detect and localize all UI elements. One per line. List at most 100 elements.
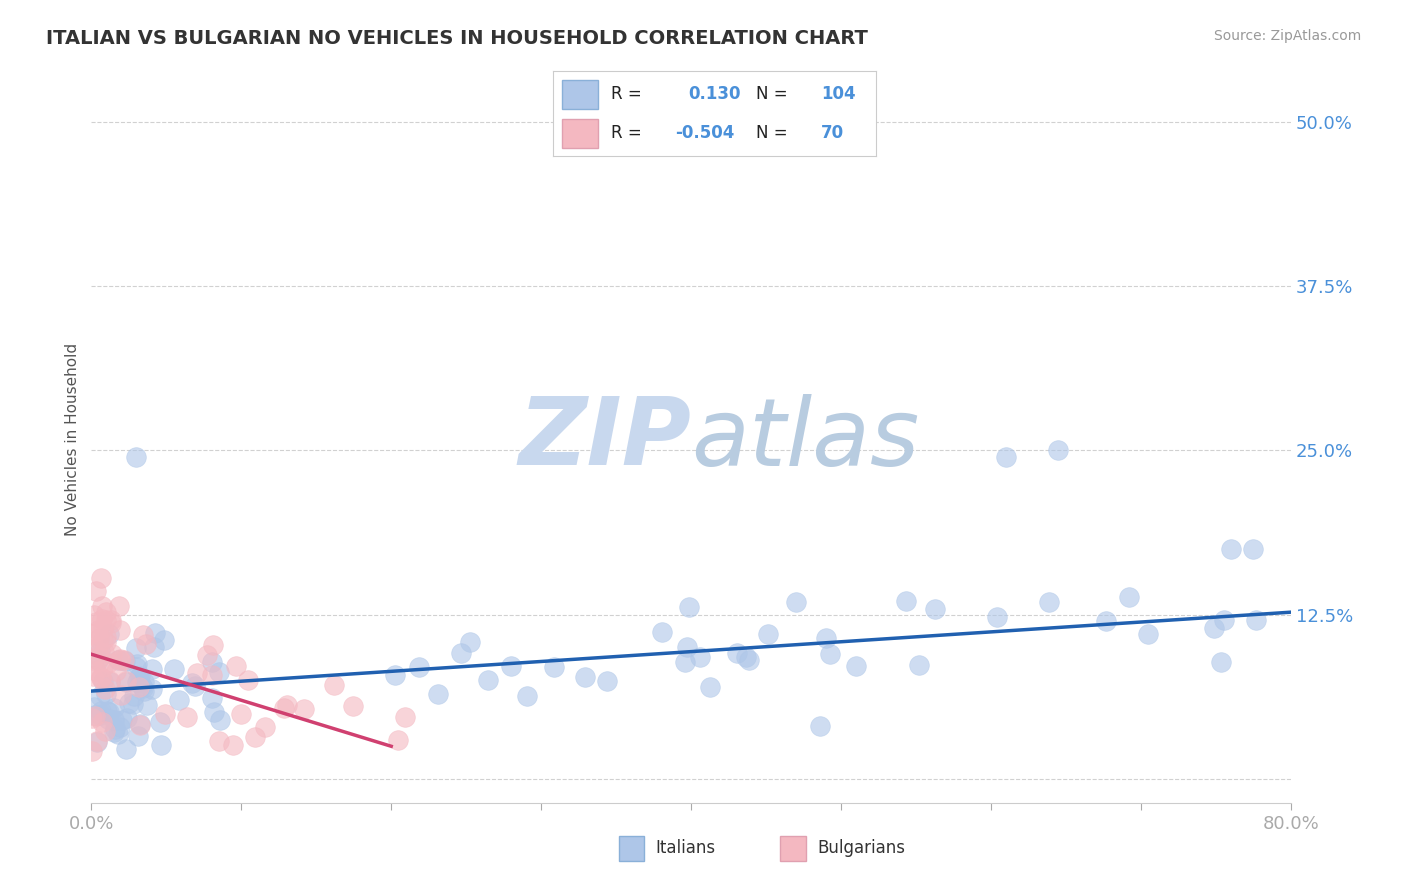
- FancyBboxPatch shape: [562, 80, 598, 109]
- Text: atlas: atlas: [690, 393, 920, 485]
- Point: [186, 665, 208, 680]
- Point: [1047, 443, 1070, 458]
- Point: [201, 638, 224, 652]
- Point: [152, 633, 174, 648]
- Point: [384, 668, 406, 682]
- Point: [82, 653, 104, 667]
- Point: [80, 744, 103, 758]
- Point: [103, 701, 125, 715]
- Point: [83, 699, 105, 714]
- Point: [128, 717, 150, 731]
- Point: [89, 650, 111, 665]
- Point: [1118, 590, 1140, 604]
- Point: [107, 727, 129, 741]
- Point: [89, 644, 111, 658]
- Point: [143, 625, 166, 640]
- Point: [128, 670, 150, 684]
- Point: [127, 674, 149, 689]
- Point: [394, 710, 416, 724]
- Point: [100, 615, 122, 630]
- Point: [201, 691, 224, 706]
- Point: [91, 599, 114, 614]
- Point: [94, 686, 117, 700]
- Point: [738, 653, 761, 667]
- Point: [84, 615, 107, 629]
- Point: [115, 711, 138, 725]
- Point: [114, 654, 136, 668]
- Point: [86, 734, 108, 748]
- Point: [818, 648, 841, 662]
- Text: R =: R =: [610, 124, 641, 142]
- Point: [1211, 655, 1233, 669]
- Point: [1244, 613, 1267, 627]
- Point: [94, 613, 117, 627]
- Point: [181, 676, 204, 690]
- Point: [342, 698, 364, 713]
- Point: [108, 651, 131, 665]
- Point: [84, 583, 107, 598]
- Point: [87, 652, 110, 666]
- Point: [98, 674, 121, 689]
- Point: [596, 674, 619, 689]
- Point: [93, 723, 115, 738]
- Point: [128, 718, 150, 732]
- Point: [135, 698, 157, 713]
- Point: [243, 730, 266, 744]
- Point: [651, 624, 673, 639]
- Point: [94, 681, 117, 696]
- Point: [103, 722, 125, 736]
- Point: [678, 600, 700, 615]
- Text: 104: 104: [821, 86, 856, 103]
- Text: 70: 70: [821, 124, 844, 142]
- Point: [124, 660, 146, 674]
- Point: [87, 623, 110, 637]
- Point: [124, 641, 146, 656]
- Point: [82, 642, 104, 657]
- Point: [90, 704, 112, 718]
- Point: [814, 631, 837, 645]
- Point: [675, 640, 697, 654]
- Point: [135, 637, 157, 651]
- Point: [118, 697, 141, 711]
- Text: N =: N =: [756, 124, 787, 142]
- Point: [91, 633, 114, 648]
- Text: Italians: Italians: [655, 839, 716, 857]
- Point: [924, 601, 946, 615]
- Point: [201, 655, 224, 669]
- Point: [1212, 613, 1234, 627]
- Point: [163, 662, 186, 676]
- Text: ITALIAN VS BULGARIAN NO VEHICLES IN HOUSEHOLD CORRELATION CHART: ITALIAN VS BULGARIAN NO VEHICLES IN HOUS…: [46, 29, 869, 48]
- Point: [97, 705, 120, 719]
- Point: [516, 689, 538, 703]
- Point: [673, 656, 696, 670]
- Point: [202, 705, 225, 719]
- Point: [82, 634, 104, 648]
- Point: [128, 675, 150, 690]
- Point: [114, 673, 136, 688]
- Point: [82, 651, 104, 665]
- Point: [132, 681, 155, 695]
- Text: ZIP: ZIP: [519, 393, 690, 485]
- Point: [90, 671, 112, 685]
- Point: [115, 742, 138, 756]
- Point: [96, 704, 118, 718]
- Point: [184, 679, 207, 693]
- Point: [122, 698, 145, 712]
- Point: [98, 626, 121, 640]
- Text: N =: N =: [756, 86, 787, 103]
- Point: [108, 653, 131, 667]
- Point: [699, 680, 721, 694]
- Point: [98, 674, 121, 689]
- Point: [994, 450, 1017, 464]
- Point: [90, 670, 112, 684]
- Point: [1312, 194, 1334, 208]
- Point: [110, 623, 132, 637]
- Point: [450, 646, 472, 660]
- Point: [94, 630, 117, 644]
- Point: [543, 660, 565, 674]
- Point: [225, 658, 247, 673]
- Point: [734, 649, 756, 664]
- Point: [292, 702, 315, 716]
- Point: [229, 706, 252, 721]
- Point: [94, 634, 117, 648]
